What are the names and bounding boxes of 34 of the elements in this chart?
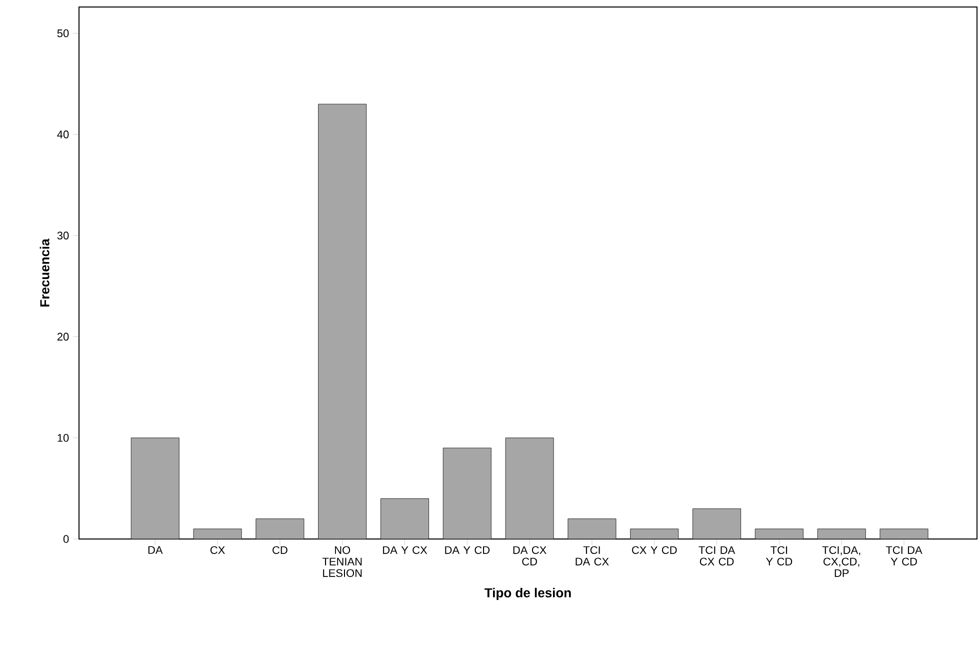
bar xyxy=(194,528,242,539)
bar xyxy=(443,448,492,539)
y-tick-label: 50 xyxy=(57,29,69,38)
x-tick-label: DA xyxy=(148,546,163,554)
x-tick-label: TCI,DA, CX,CD, DP xyxy=(822,546,860,577)
bar xyxy=(568,518,616,539)
y-tick-label: 10 xyxy=(58,434,69,442)
bar xyxy=(880,528,928,539)
x-tick-label: TCI DA CX CD xyxy=(698,546,736,566)
x-tick-label: TCI Y CD xyxy=(766,546,792,566)
bar xyxy=(630,528,678,539)
y-tick-label: 30 xyxy=(57,232,69,240)
bar xyxy=(818,528,866,539)
bar xyxy=(256,518,304,539)
bar xyxy=(506,438,554,539)
bar xyxy=(692,508,741,539)
x-tick-label: TCI DA CX xyxy=(576,546,609,566)
bar xyxy=(380,498,429,539)
x-axis-title: Tipo de lesion xyxy=(484,588,571,600)
bar xyxy=(131,438,180,539)
x-tick-label: CD xyxy=(272,546,288,554)
y-tick-label: 40 xyxy=(57,130,69,138)
x-tick-label: CX Y CD xyxy=(632,546,677,554)
bar xyxy=(318,104,366,539)
y-tick-label: 0 xyxy=(63,535,69,543)
x-tick-label: DA Y CX xyxy=(383,546,428,554)
x-tick-label: DA CX CD xyxy=(513,546,546,566)
bar xyxy=(755,528,804,539)
x-tick-label: NO TENIAN LESION xyxy=(322,546,362,577)
x-tick-label: CX xyxy=(210,546,225,554)
x-tick-label: TCI DA Y CD xyxy=(886,546,922,566)
y-axis-title: Frecuencia xyxy=(40,238,50,306)
x-tick-label: DA Y CD xyxy=(445,546,490,554)
y-tick-label: 20 xyxy=(57,332,69,341)
